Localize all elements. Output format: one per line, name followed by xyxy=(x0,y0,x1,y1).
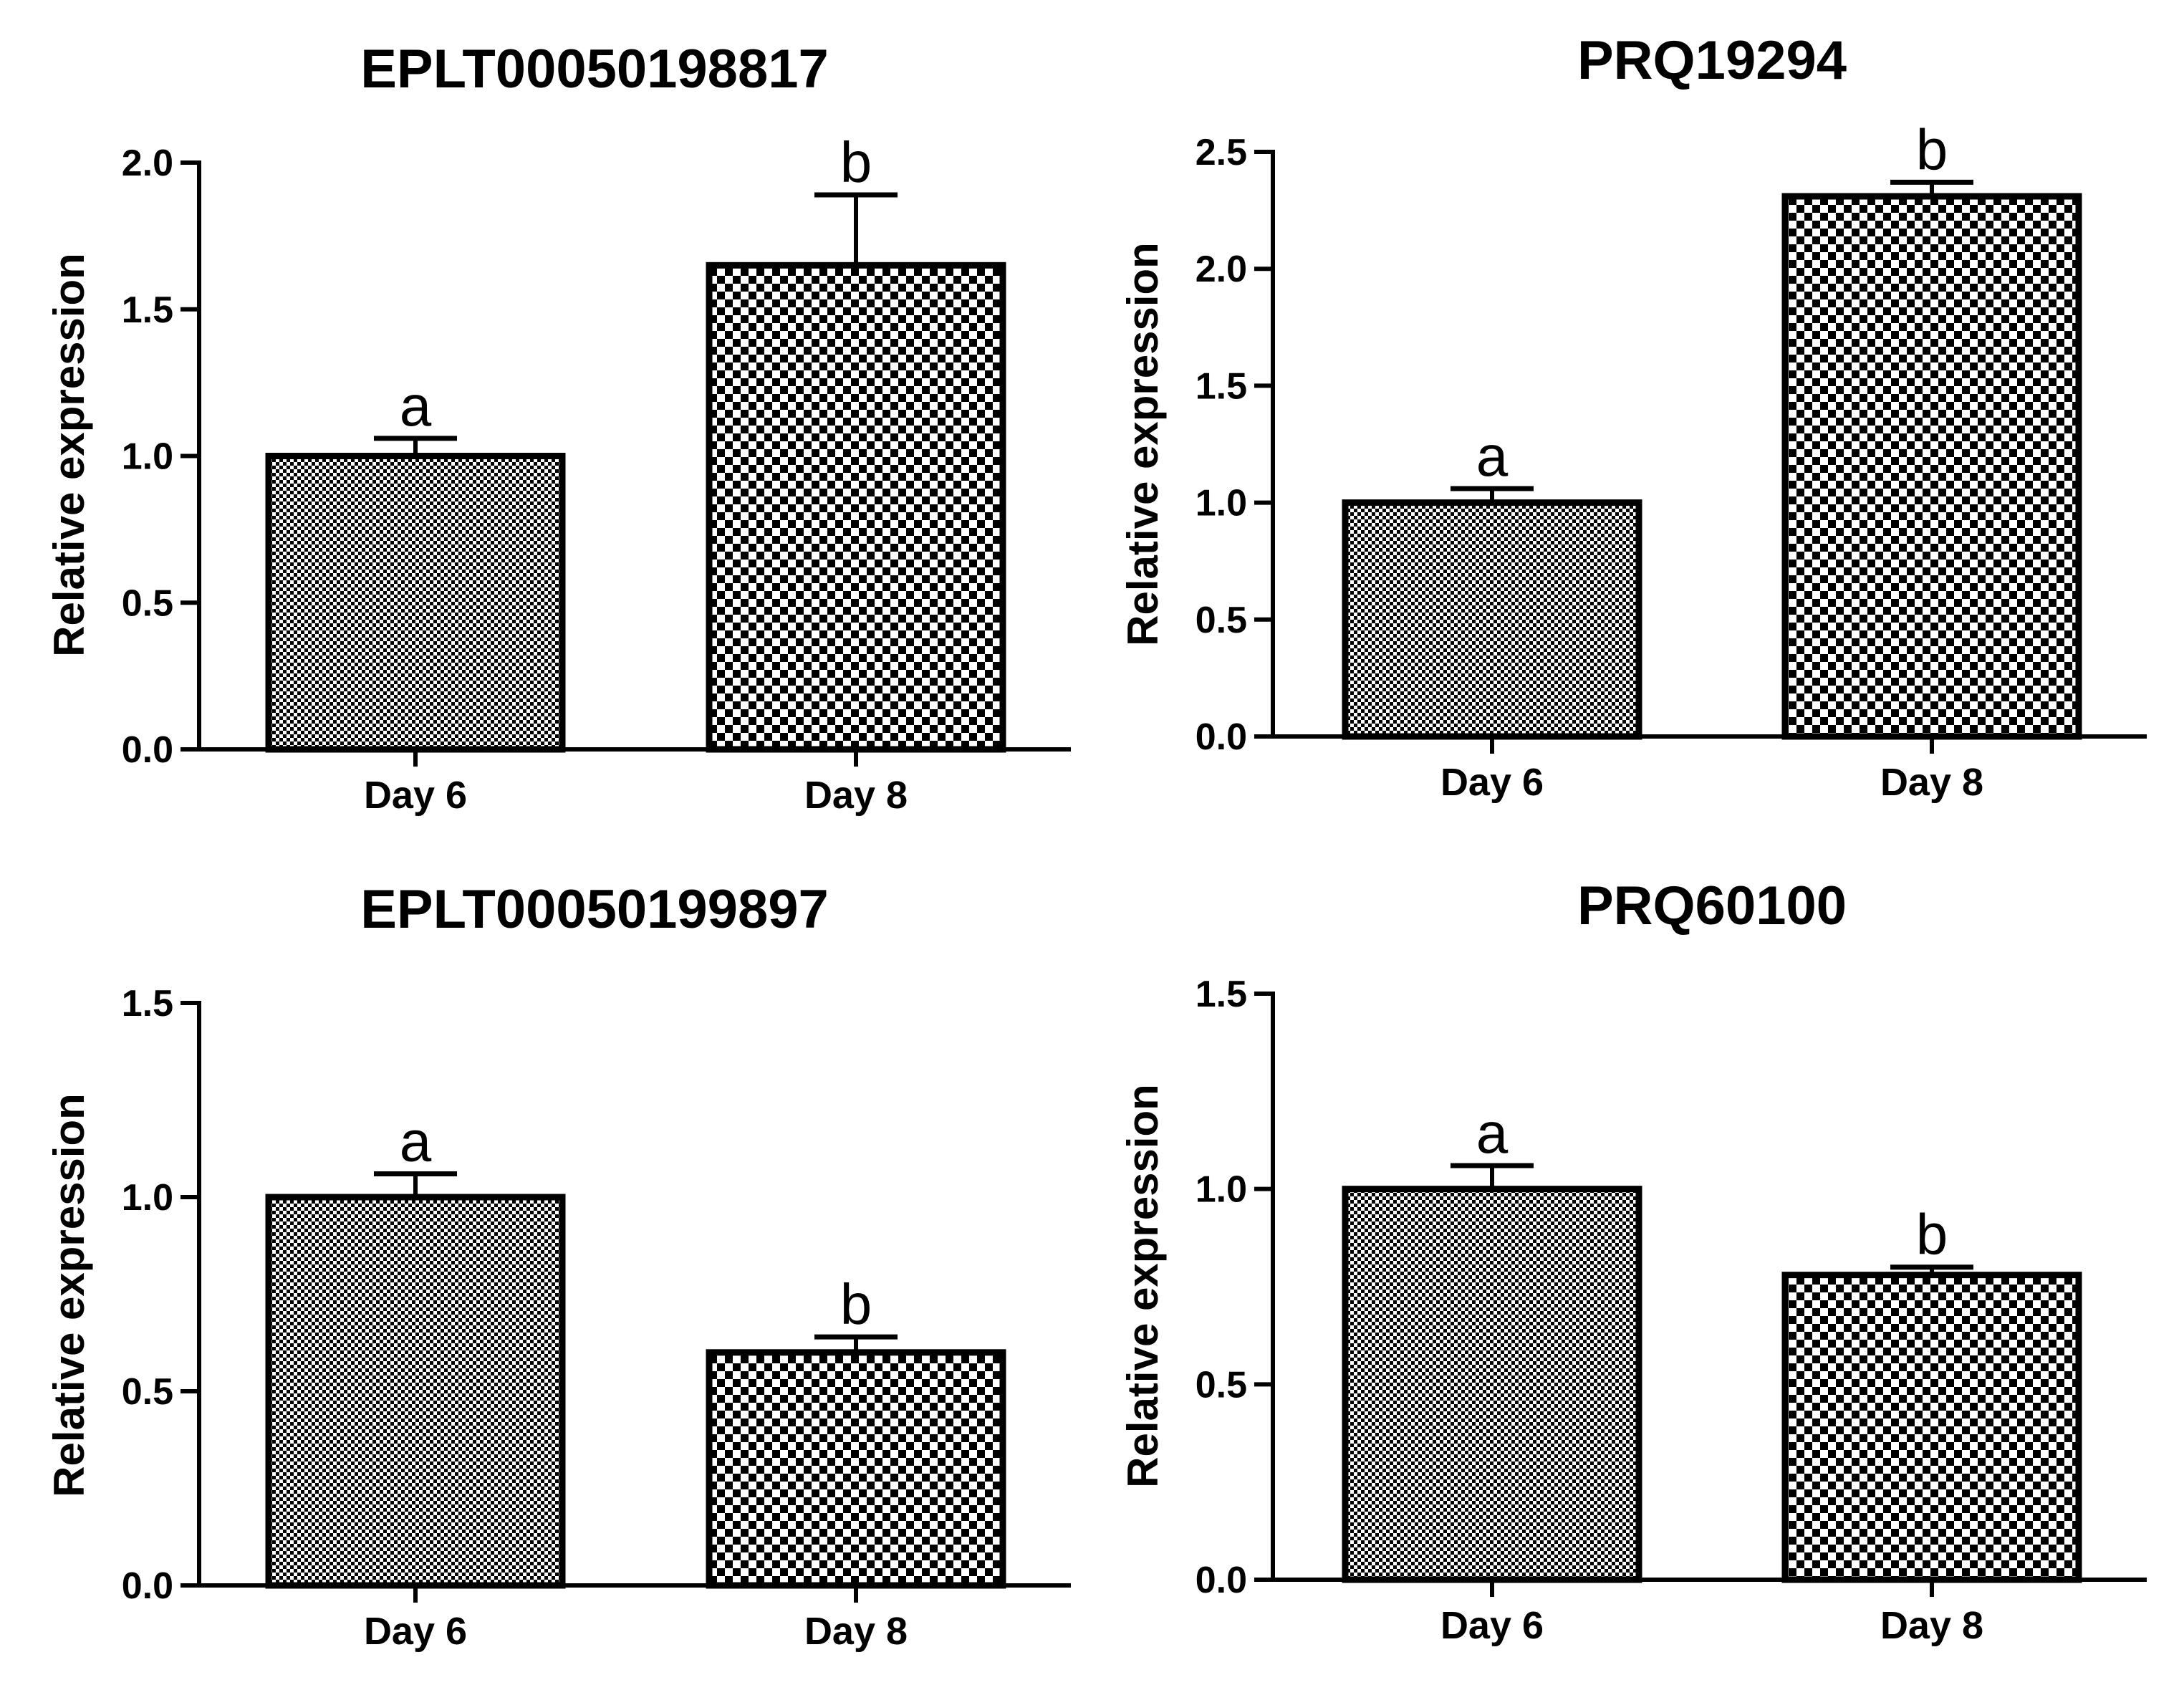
x-tick-label: Day 8 xyxy=(1880,1604,1983,1647)
y-axis-label: Relative expression xyxy=(45,253,93,657)
significance-label: a xyxy=(400,1109,432,1173)
x-tick-label: Day 6 xyxy=(364,1610,467,1653)
y-tick-label: 2.0 xyxy=(122,143,173,184)
x-tick-label: Day 8 xyxy=(804,1610,908,1653)
significance-label: b xyxy=(840,1272,872,1336)
x-tick-label: Day 6 xyxy=(1440,1604,1544,1647)
y-tick-label: 0.5 xyxy=(1196,1364,1247,1406)
y-tick-label: 0.0 xyxy=(122,729,173,771)
chart-title: PRQ19294 xyxy=(1577,30,1847,91)
bar-day-6 xyxy=(265,453,566,753)
bar-day-6 xyxy=(1342,1186,1642,1583)
chart-title: PRQ60100 xyxy=(1577,875,1847,936)
y-tick-label: 1.5 xyxy=(1196,365,1247,407)
y-tick-label: 2.0 xyxy=(1196,249,1247,290)
significance-label: a xyxy=(400,374,432,438)
y-axis-label: Relative expression xyxy=(45,1093,93,1497)
y-tick-label: 0.5 xyxy=(122,582,173,624)
chart-title: EPLT00050199897 xyxy=(360,879,829,940)
chart-panel-epl199897: EPLT00050199897 Relative expression 0.0 0… xyxy=(45,879,1071,1653)
bar-day-6 xyxy=(265,1194,566,1589)
y-axis-label: Relative expression xyxy=(1119,1084,1167,1488)
y-tick-label: 1.0 xyxy=(1196,1169,1247,1211)
chart-panel-prq19294: PRQ19294 Relative expression 0.0 0.5 1.0 1.… xyxy=(1119,30,2147,804)
chart-panel-epl198817: EPLT00050198817 Relative expression 0.0 0… xyxy=(45,39,1071,817)
y-tick-label: 0.0 xyxy=(1196,1560,1247,1601)
chart-title: EPLT00050198817 xyxy=(360,39,829,100)
bar-day-8 xyxy=(1781,193,2082,740)
bar-day-6 xyxy=(1342,499,1642,740)
y-axis-label: Relative expression xyxy=(1119,242,1167,646)
bar-day-8 xyxy=(706,261,1006,753)
y-tick-label: 1.5 xyxy=(1196,974,1247,1015)
x-tick-label: Day 6 xyxy=(364,774,467,817)
significance-label: b xyxy=(840,130,872,194)
y-tick-label: 0.5 xyxy=(1196,600,1247,641)
significance-label: a xyxy=(1476,424,1509,488)
y-tick-label: 0.0 xyxy=(1196,716,1247,758)
significance-label: a xyxy=(1476,1101,1509,1165)
y-tick-label: 2.5 xyxy=(1196,132,1247,173)
x-tick-label: Day 6 xyxy=(1440,761,1544,804)
y-tick-label: 0.5 xyxy=(122,1371,173,1413)
y-tick-label: 1.0 xyxy=(122,436,173,478)
significance-label: b xyxy=(1916,117,1948,181)
y-tick-label: 1.0 xyxy=(1196,483,1247,524)
bar-day-8 xyxy=(706,1349,1006,1589)
x-tick-label: Day 8 xyxy=(1880,761,1983,804)
bar-day-8 xyxy=(1781,1272,2082,1583)
significance-label: b xyxy=(1916,1203,1948,1267)
y-tick-label: 1.5 xyxy=(122,289,173,331)
y-tick-label: 0.0 xyxy=(122,1565,173,1607)
y-tick-label: 1.0 xyxy=(122,1177,173,1219)
chart-panel-prq60100: PRQ60100 Relative expression 0.0 0.5 1.0 1.… xyxy=(1119,875,2147,1647)
x-tick-label: Day 8 xyxy=(804,774,908,817)
y-tick-label: 1.5 xyxy=(122,983,173,1024)
